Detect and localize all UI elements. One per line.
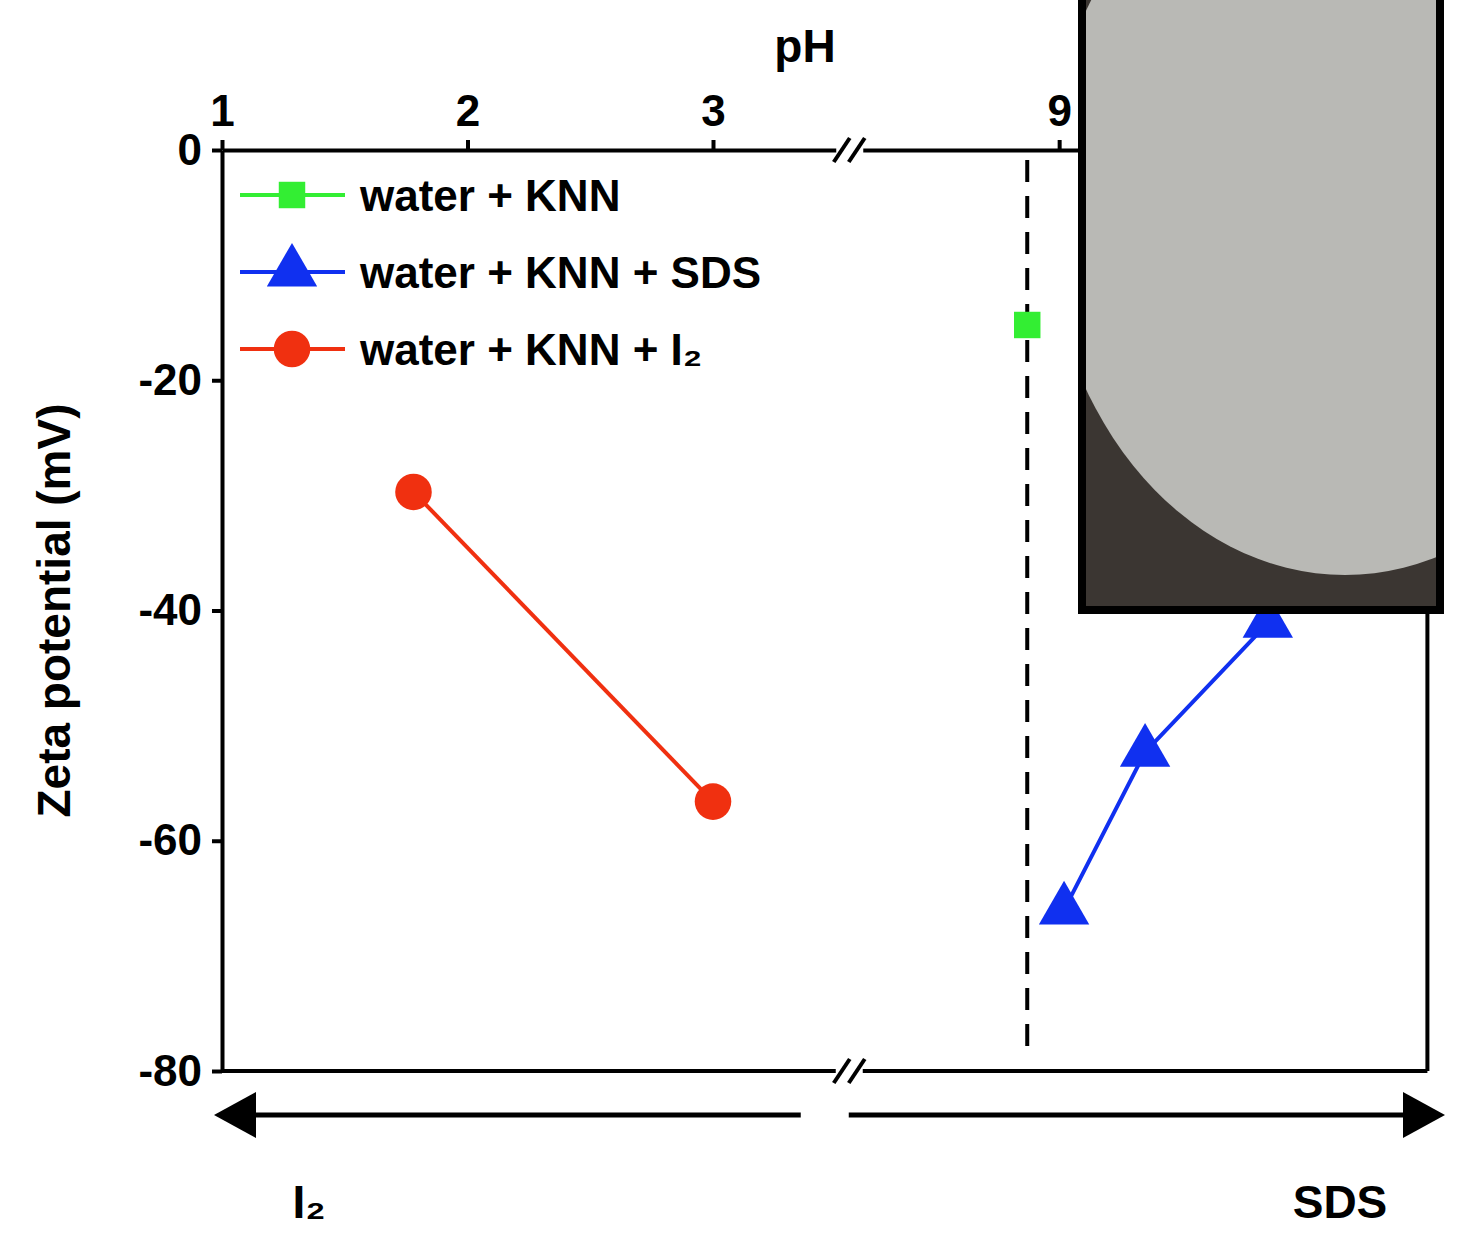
- legend: water + KNN water + KNN + SDS water + KNN …: [240, 171, 761, 374]
- direction-arrow: [214, 1092, 801, 1138]
- legend-label: water + KNN + I₂: [359, 325, 702, 374]
- tick: -20: [138, 355, 222, 404]
- x-tick-mark: [712, 140, 716, 150]
- legend-marker: [267, 243, 317, 287]
- x-tick-mark: [1058, 140, 1062, 150]
- axis-line: [223, 149, 837, 153]
- chart: 1 2 3 9 -80 -60 -40 -20 0 pH Zeta potential (mV) wa…: [0, 0, 1460, 1255]
- arrow-head: [1403, 1092, 1445, 1138]
- y-axis-title: Zeta potential (mV): [28, 403, 80, 817]
- series-line: [1064, 623, 1268, 910]
- y-axis: -80 -60 -40 -20 0: [138, 125, 222, 1095]
- tick: -80: [138, 1046, 222, 1095]
- y-tick-mark: [212, 149, 222, 153]
- y-tick-label: -60: [138, 815, 202, 864]
- y-tick-label: -40: [138, 585, 202, 634]
- y-tick-label: 0: [178, 125, 202, 174]
- arrow-head: [214, 1092, 256, 1138]
- y-tick-mark: [212, 379, 222, 383]
- y-tick-mark: [212, 839, 222, 843]
- inset-photo: [1045, 0, 1460, 610]
- frame-bottom: [863, 1069, 1428, 1073]
- legend-marker: [274, 331, 311, 368]
- tick: 1: [210, 86, 234, 150]
- inset-border: [1082, 0, 1440, 610]
- x-tick-label: 1: [210, 86, 234, 135]
- axis-break: [849, 138, 865, 162]
- tick: -40: [138, 585, 222, 634]
- data-point: [695, 783, 732, 820]
- axis-break: [834, 1059, 850, 1083]
- tick: 0: [178, 125, 222, 174]
- y-tick-mark: [212, 1070, 222, 1074]
- reference-line: [1025, 160, 1029, 1059]
- direction-arrow: [849, 1092, 1445, 1138]
- tick: 3: [701, 86, 725, 150]
- tick: 2: [456, 86, 480, 150]
- inset-sample: [1082, 0, 1440, 575]
- frame-bottom: [222, 1069, 836, 1073]
- arrow-shaft: [249, 1113, 801, 1118]
- y-tick-label: -80: [138, 1046, 202, 1095]
- arrow-shaft: [849, 1113, 1410, 1118]
- data-point: [1120, 723, 1170, 767]
- x-axis-title: pH: [774, 20, 835, 72]
- tick: -60: [138, 815, 222, 864]
- axis-break: [834, 138, 850, 162]
- x-axis: 1 2 3: [210, 86, 836, 151]
- y-tick-label: -20: [138, 355, 202, 404]
- legend-marker: [279, 182, 305, 208]
- data-point: [395, 474, 432, 511]
- y-tick-mark: [212, 609, 222, 613]
- annotation: SDS: [1293, 1176, 1388, 1228]
- x-tick-label: 2: [456, 86, 480, 135]
- x-tick-label: 9: [1047, 86, 1071, 135]
- tick: 9: [1047, 86, 1071, 150]
- x-tick-mark: [466, 140, 470, 150]
- legend-label: water + KNN: [359, 171, 620, 220]
- data-point: [1014, 312, 1040, 338]
- x-tick-label: 3: [701, 86, 725, 135]
- axis-break: [849, 1059, 865, 1083]
- data-point: [1039, 881, 1089, 925]
- series-line: [413, 492, 713, 802]
- annotation: I₂: [292, 1176, 325, 1228]
- legend-label: water + KNN + SDS: [359, 248, 761, 297]
